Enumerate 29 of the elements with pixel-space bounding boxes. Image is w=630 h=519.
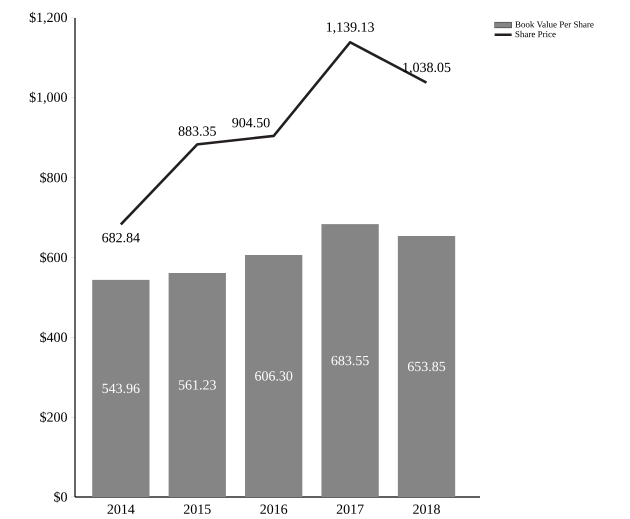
data-label: 653.85 xyxy=(408,362,446,372)
y-tick-label: $400 xyxy=(40,332,67,343)
y-tick-label: $1,200 xyxy=(30,12,67,24)
data-label: 543.96 xyxy=(102,384,140,394)
data-label: 683.55 xyxy=(332,356,369,366)
y-tick-label: $1,000 xyxy=(30,92,67,104)
x-tick-label: 2016 xyxy=(260,504,288,514)
data-label: 883.35 xyxy=(178,126,216,136)
x-tick-label: 2017 xyxy=(336,504,364,514)
data-label: 1,139.13 xyxy=(326,22,374,34)
data-label: 561.23 xyxy=(178,380,216,390)
data-label: 606.30 xyxy=(255,371,292,381)
legend-label: Book Value Per Share xyxy=(515,21,594,28)
y-tick-label: $200 xyxy=(40,412,67,423)
data-label: 682.84 xyxy=(102,232,140,242)
legend-label: Share Price xyxy=(516,30,556,38)
bar xyxy=(398,236,456,497)
y-tick-label: $0 xyxy=(54,491,67,503)
y-tick-label: $800 xyxy=(40,172,67,184)
x-tick-label: 2014 xyxy=(108,504,135,514)
y-tick-label: $600 xyxy=(40,252,67,264)
bar xyxy=(321,224,379,497)
bar xyxy=(245,254,302,497)
data-label: 904.50 xyxy=(232,118,270,128)
data-label: 1,038.05 xyxy=(403,62,450,74)
x-tick-label: 2018 xyxy=(413,504,440,514)
bar xyxy=(168,272,226,497)
bar xyxy=(92,280,150,497)
x-tick-label: 2015 xyxy=(184,504,211,514)
